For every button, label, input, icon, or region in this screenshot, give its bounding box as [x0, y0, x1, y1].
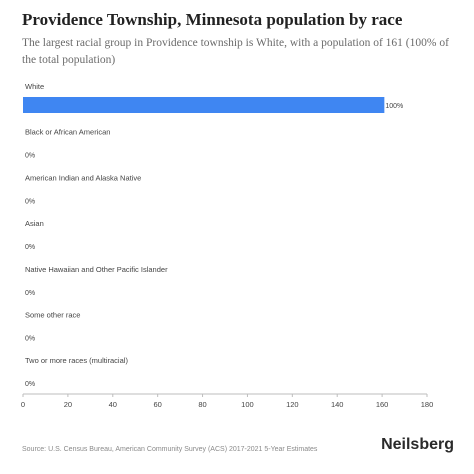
- x-tick-label: 120: [286, 400, 299, 409]
- category-label: White: [25, 82, 44, 91]
- category-label: Native Hawaiian and Other Pacific Island…: [25, 265, 168, 274]
- category-label: Two or more races (multiracial): [25, 356, 128, 365]
- brand-logo: Neilsberg: [381, 436, 454, 453]
- data-label: 0%: [25, 244, 35, 251]
- data-label: 0%: [25, 336, 35, 343]
- x-tick-label: 160: [376, 400, 389, 409]
- x-tick-label: 0: [21, 400, 25, 409]
- category-label: American Indian and Alaska Native: [25, 173, 141, 182]
- category-label: Black or African American: [25, 128, 110, 137]
- category-label: Asian: [25, 219, 44, 228]
- x-tick-label: 140: [331, 400, 344, 409]
- x-tick-label: 100: [241, 400, 254, 409]
- data-label: 0%: [25, 153, 35, 160]
- chart-subtitle: The largest racial group in Providence t…: [22, 37, 449, 66]
- x-tick-label: 40: [109, 400, 117, 409]
- x-tick-label: 60: [153, 400, 161, 409]
- data-label: 0%: [25, 290, 35, 297]
- x-tick-label: 80: [198, 400, 206, 409]
- x-tick-label: 180: [421, 400, 434, 409]
- data-label: 100%: [385, 103, 403, 110]
- data-label: 0%: [25, 381, 35, 388]
- data-label: 0%: [25, 198, 35, 205]
- category-label: Some other race: [25, 311, 80, 320]
- source-footer: Source: U.S. Census Bureau, American Com…: [22, 446, 318, 453]
- x-tick-label: 20: [64, 400, 72, 409]
- chart-title: Providence Township, Minnesota populatio…: [22, 10, 403, 29]
- bar: [23, 97, 385, 113]
